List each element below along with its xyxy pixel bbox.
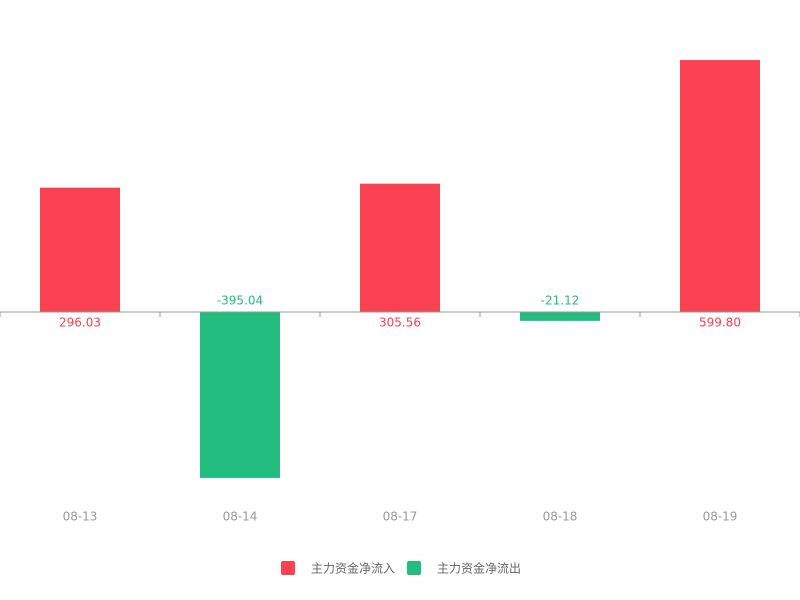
- legend-label: 主力资金净流出: [437, 561, 521, 576]
- bar: [680, 60, 760, 312]
- x-tick-label: 08-17: [383, 510, 418, 524]
- value-label: 599.80: [699, 316, 741, 330]
- x-tick-label: 08-14: [223, 510, 258, 524]
- bar: [200, 312, 280, 478]
- bar: [360, 183, 440, 312]
- x-tick-label: 08-19: [703, 510, 738, 524]
- value-label: 296.03: [59, 316, 101, 330]
- bar: [520, 312, 600, 321]
- x-tick-label: 08-13: [63, 510, 98, 524]
- value-label: -21.12: [541, 294, 580, 308]
- value-label: 305.56: [379, 316, 421, 330]
- legend-swatch: [281, 561, 295, 575]
- legend-swatch: [407, 561, 421, 575]
- x-tick-label: 08-18: [543, 510, 578, 524]
- value-label: -395.04: [217, 294, 263, 308]
- legend-label: 主力资金净流入: [311, 561, 395, 576]
- bar: [40, 187, 120, 312]
